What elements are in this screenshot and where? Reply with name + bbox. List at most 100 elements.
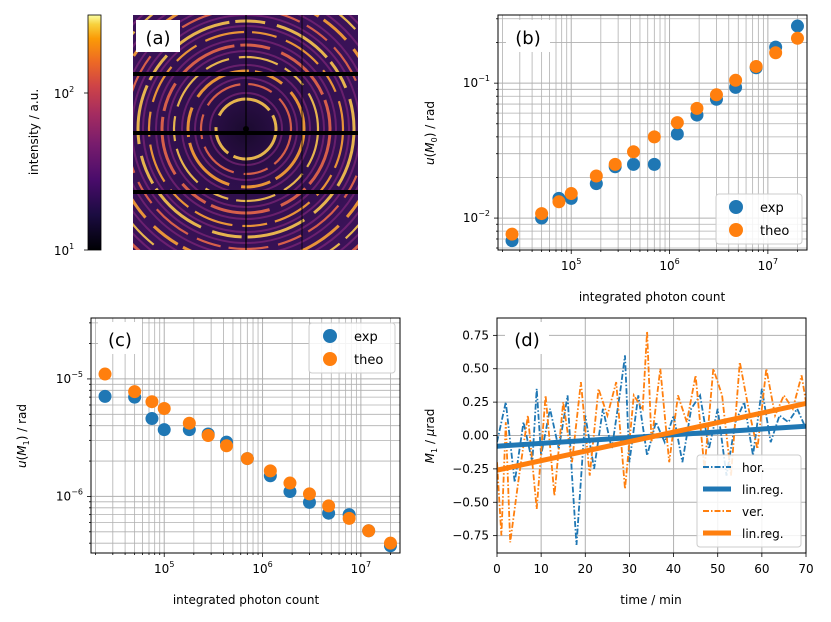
data-point-theo	[240, 452, 254, 466]
legend-label-linreg-blue: lin.reg.	[742, 483, 784, 497]
y-tick-label: 0.75	[462, 328, 489, 342]
data-point-theo	[128, 385, 142, 399]
data-point-theo	[647, 130, 661, 144]
data-points-c	[98, 367, 397, 553]
data-point-theo	[670, 116, 684, 130]
ylabel-b: u(M0) / rad	[423, 101, 439, 165]
data-point-theo	[98, 367, 112, 381]
data-point-theo	[322, 499, 336, 513]
x-tick-label: 10	[534, 562, 549, 576]
y-tick-label: 10−2	[463, 209, 490, 225]
legend-d: hor. lin.reg. ver. lin.reg.	[696, 454, 802, 548]
data-point-exp	[647, 157, 661, 171]
data-point-theo	[157, 402, 171, 416]
data-point-theo	[749, 59, 763, 73]
gridlines-b	[498, 15, 807, 250]
axes-frame-c	[90, 317, 401, 554]
x-tick-label: 105	[561, 257, 581, 273]
data-point-theo	[182, 416, 196, 430]
panel-label-d: (d)	[514, 330, 539, 351]
data-point-theo	[145, 395, 159, 409]
data-point-theo	[690, 101, 704, 115]
data-point-exp	[627, 157, 641, 171]
data-point-exp	[98, 389, 112, 403]
x-tick-label: 70	[798, 562, 813, 576]
xlabel-d: time / min	[620, 593, 681, 607]
colorbar: 101 102 intensity / a.u.	[27, 14, 102, 258]
legend-b: exp theo	[715, 193, 803, 245]
x-tick-label: 0	[493, 562, 501, 576]
data-point-theo	[729, 73, 743, 87]
data-point-theo	[769, 46, 783, 60]
xlabel-b: integrated photon count	[579, 290, 726, 304]
y-tick-label: 10−5	[56, 370, 83, 386]
y-tick-label: 10−1	[463, 74, 490, 90]
data-point-theo	[790, 31, 804, 45]
data-point-theo	[709, 88, 723, 102]
y-tick-label: −0.75	[452, 529, 489, 543]
data-point-theo	[201, 429, 215, 442]
data-point-theo	[302, 487, 316, 501]
y-tick-label: 0.50	[462, 362, 489, 376]
colorbar-label: intensity / a.u.	[27, 89, 41, 175]
panel-c-u-m1-chart: 105 106 107 10−6 10−5 (c) integrated photon …	[15, 317, 401, 607]
data-point-theo	[627, 145, 641, 159]
x-tick-label: 20	[578, 562, 593, 576]
panel-b-u-m0-chart: 105 106 107 10−2 10−1 (b) integrated photon …	[423, 14, 808, 304]
series-line-ver-2	[497, 331, 806, 543]
x-tick-label: 105	[154, 560, 174, 576]
data-point-theo	[383, 536, 397, 550]
diffraction-image	[133, 15, 358, 250]
colorbar-tick-10: 101	[54, 242, 74, 258]
data-point-theo	[589, 169, 603, 183]
data-point-exp	[670, 127, 684, 141]
panel-d-timeseries-chart: 0 10 20 30 40 50 60 70 −0.75 −0.50 −0.25 0.00 0.25 0.…	[423, 317, 814, 607]
y-tick-label: 10−6	[56, 487, 83, 503]
colorbar-gradient	[87, 14, 102, 251]
x-tick-label: 30	[622, 562, 637, 576]
data-points-b	[505, 19, 804, 248]
colorbar-tick-100: 102	[54, 85, 74, 101]
series-line-hor-0	[497, 355, 806, 546]
data-point-theo	[283, 476, 297, 490]
legend-label-theo-b: theo	[760, 224, 789, 239]
legend-label-hor: hor.	[742, 461, 765, 475]
legend-label-ver: ver.	[742, 505, 764, 519]
legend-marker-exp-c	[323, 329, 337, 343]
panel-a-diffraction-image: 101 102 intensity / a.u. (a)	[27, 14, 358, 258]
xlabel-c: integrated photon count	[173, 593, 320, 607]
y-tick-label: −0.50	[452, 495, 489, 509]
y-tick-label: 0.00	[462, 429, 489, 443]
panel-label-b: (b)	[515, 28, 540, 49]
data-point-theo	[220, 439, 234, 453]
x-tick-label: 40	[666, 562, 681, 576]
data-point-theo	[342, 511, 356, 525]
series-lines-d	[497, 331, 806, 546]
y-tick-label: 0.25	[462, 395, 489, 409]
data-point-theo	[564, 187, 578, 201]
series-line-linreg-3	[497, 401, 806, 473]
data-point-theo	[505, 227, 519, 241]
x-tick-label: 106	[659, 257, 679, 273]
data-point-theo	[608, 157, 622, 171]
gridlines-c	[91, 318, 400, 553]
data-point-exp	[790, 19, 804, 33]
panel-label-box	[136, 20, 180, 52]
axes-frame-b	[497, 14, 808, 251]
data-point-exp	[145, 412, 159, 426]
legend-label-theo-c: theo	[354, 353, 383, 368]
x-tick-label: 107	[351, 560, 371, 576]
panel-label-a: (a)	[145, 28, 170, 49]
x-tick-label: 60	[754, 562, 769, 576]
legend-marker-theo-c	[323, 352, 337, 366]
data-point-theo	[552, 195, 566, 209]
data-point-theo	[362, 524, 376, 538]
ticks-b: 105 106 107 10−2 10−1	[463, 18, 798, 273]
data-point-theo	[535, 207, 549, 221]
data-point-exp	[157, 423, 171, 437]
legend-label-linreg-orange: lin.reg.	[742, 527, 784, 541]
x-tick-label: 106	[252, 560, 272, 576]
x-tick-label: 50	[710, 562, 725, 576]
legend-marker-theo-b	[729, 223, 743, 237]
ylabel-c: u(M1) / rad	[15, 404, 31, 468]
